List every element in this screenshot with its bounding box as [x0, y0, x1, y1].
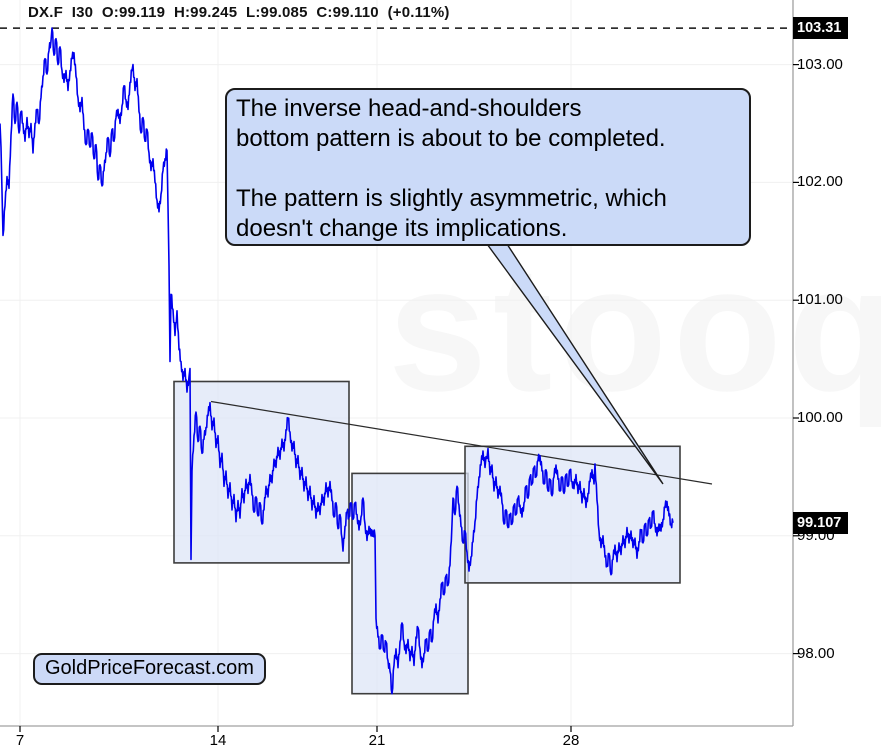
- last-price-tag: 99.107: [793, 512, 848, 534]
- right-shoulder-box: [464, 445, 681, 584]
- x-axis-label: 28: [562, 732, 580, 749]
- high-price-tag: 103.31: [793, 17, 848, 39]
- annotation-callout: The inverse head-and-shoulders bottom pa…: [225, 88, 751, 246]
- annotation-line: bottom pattern is about to be completed.: [236, 125, 666, 152]
- y-axis-label: 98.00: [797, 645, 835, 662]
- brand-label: GoldPriceForecast.com: [33, 653, 266, 685]
- x-axis-label: 7: [15, 732, 25, 749]
- annotation-line: [236, 154, 740, 184]
- y-axis-label: 103.00: [797, 56, 843, 73]
- x-axis-label: 14: [209, 732, 227, 749]
- annotation-line: The pattern is slightly asymmetric, whic…: [236, 185, 667, 212]
- annotation-line: The inverse head-and-shoulders: [236, 95, 582, 122]
- x-axis-label: 21: [368, 732, 386, 749]
- price-line: [0, 27, 674, 695]
- annotation-line: doesn't change its implications.: [236, 215, 568, 242]
- y-axis-label: 101.00: [797, 291, 843, 308]
- left-shoulder-box: [173, 380, 350, 564]
- y-axis-label: 102.00: [797, 173, 843, 190]
- y-axis-label: 100.00: [797, 409, 843, 426]
- neckline-trendline: [210, 400, 713, 485]
- ticker-info: DX.F I30 O:99.119 H:99.245 L:99.085 C:99…: [28, 4, 450, 21]
